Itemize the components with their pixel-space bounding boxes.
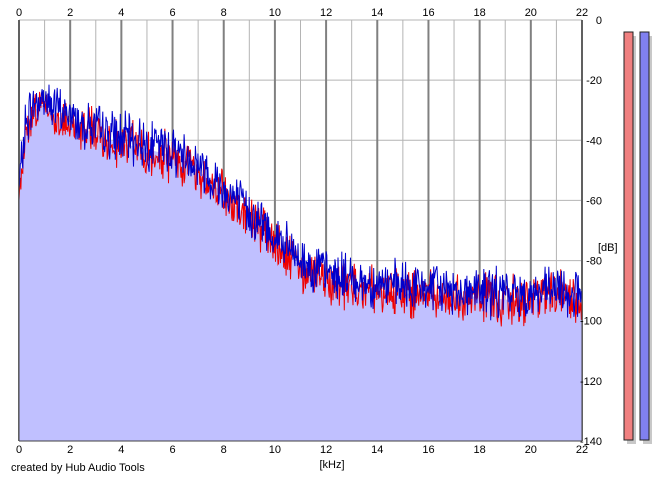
x-axis-label: [kHz] <box>319 459 344 471</box>
x-tick-label-bottom: 12 <box>320 444 332 456</box>
y-tick-label: -100 <box>580 316 602 328</box>
x-tick-label-bottom: 18 <box>474 444 486 456</box>
axes <box>18 20 583 442</box>
x-tick-label-bottom: 4 <box>118 444 124 456</box>
right-level-meter <box>639 31 650 441</box>
x-tick-label-bottom: 20 <box>525 444 537 456</box>
x-tick-label-bottom: 22 <box>576 444 588 456</box>
x-tick-label-top: 0 <box>16 7 22 19</box>
x-tick-label-top: 22 <box>576 7 588 19</box>
x-tick-label-top: 6 <box>169 7 175 19</box>
series-layer <box>18 84 583 327</box>
x-tick-label-bottom: 16 <box>422 444 434 456</box>
x-tick-label-top: 8 <box>221 7 227 19</box>
y-tick-label: -40 <box>586 135 602 147</box>
y-tick-label: -140 <box>580 436 602 448</box>
y-tick-labels: 0 -20 -40 -60 -80 -100 -120 -140 <box>580 15 602 448</box>
x-tick-label-bottom: 8 <box>221 444 227 456</box>
x-tick-label-top: 10 <box>269 7 281 19</box>
y-axis-label: [dB] <box>598 242 618 254</box>
x-tick-label-top: 2 <box>67 7 73 19</box>
x-tick-label-bottom: 10 <box>269 444 281 456</box>
x-tick-label-top: 18 <box>474 7 486 19</box>
credit-text: created by Hub Audio Tools <box>11 462 145 474</box>
x-tick-label-bottom: 2 <box>67 444 73 456</box>
y-tick-label: -120 <box>580 376 602 388</box>
x-tick-label-top: 20 <box>525 7 537 19</box>
y-tick-label: -20 <box>586 75 602 87</box>
x-tick-label-bottom: 14 <box>371 444 383 456</box>
level-meters <box>623 31 652 444</box>
right-channel-line <box>18 84 583 321</box>
x-tick-label-top: 14 <box>371 7 383 19</box>
left-level-meter <box>623 31 634 441</box>
y-tick-label: -60 <box>586 195 602 207</box>
x-tick-label-bottom: 6 <box>169 444 175 456</box>
x-tick-label-top: 12 <box>320 7 332 19</box>
y-tick-label: 0 <box>596 15 602 27</box>
x-tick-label-bottom: 0 <box>16 444 22 456</box>
x-tick-label-top: 4 <box>118 7 124 19</box>
x-tick-label-top: 16 <box>422 7 434 19</box>
y-tick-label: -80 <box>586 256 602 268</box>
